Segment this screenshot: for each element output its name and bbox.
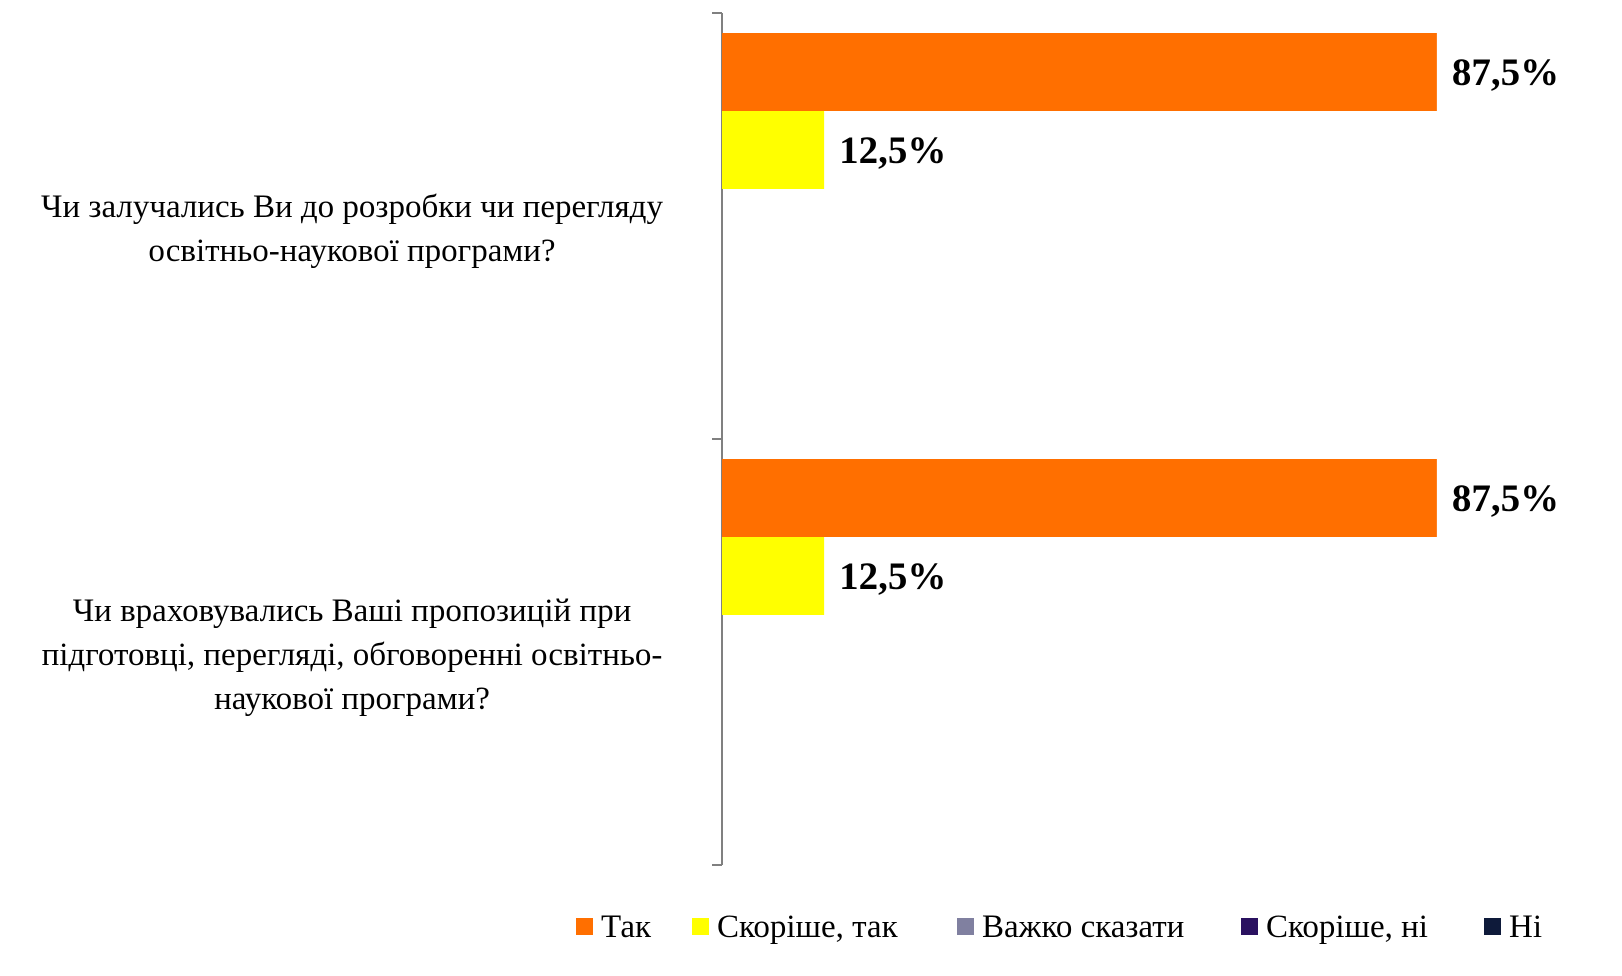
data-label: 87,5% [1452, 51, 1559, 94]
bar [722, 537, 825, 615]
legend-swatch [576, 918, 593, 935]
data-label: 12,5% [839, 555, 946, 598]
legend-swatch [1241, 918, 1258, 935]
legend-label: Так [601, 909, 652, 945]
data-label: 12,5% [839, 129, 946, 172]
legend-label: Важко сказати [982, 909, 1184, 945]
legend: Так Скоріше, так Важко сказати Скоріше, ні Н… [576, 909, 1542, 945]
category-label-line: Чи враховувались Ваші пропозицій при [73, 593, 632, 629]
legend-swatch [957, 918, 974, 935]
data-labels: 87,5% 12,5% 87,5% 12,5% [839, 51, 1559, 598]
category-label-line: Чи залучались Ви до розробки чи перегляд… [41, 189, 663, 225]
legend-label: Скоріше, так [717, 909, 899, 945]
bar [722, 111, 825, 189]
category-label-line: наукової програми? [214, 681, 490, 717]
legend-label: Скоріше, ні [1266, 909, 1428, 945]
category-label-line: освітньо-наукової програми? [148, 233, 555, 269]
legend-swatch [692, 918, 709, 935]
legend-label: Ні [1509, 909, 1542, 945]
category-labels: Чи залучались Ви до розробки чи перегляд… [41, 189, 663, 717]
bar [722, 459, 1437, 537]
bar [722, 33, 1437, 111]
bars [722, 33, 1437, 615]
category-label-line: підготовці, перегляді, обговоренні освіт… [42, 637, 663, 673]
data-label: 87,5% [1452, 477, 1559, 520]
legend-swatch [1484, 918, 1501, 935]
axis [712, 12, 723, 866]
